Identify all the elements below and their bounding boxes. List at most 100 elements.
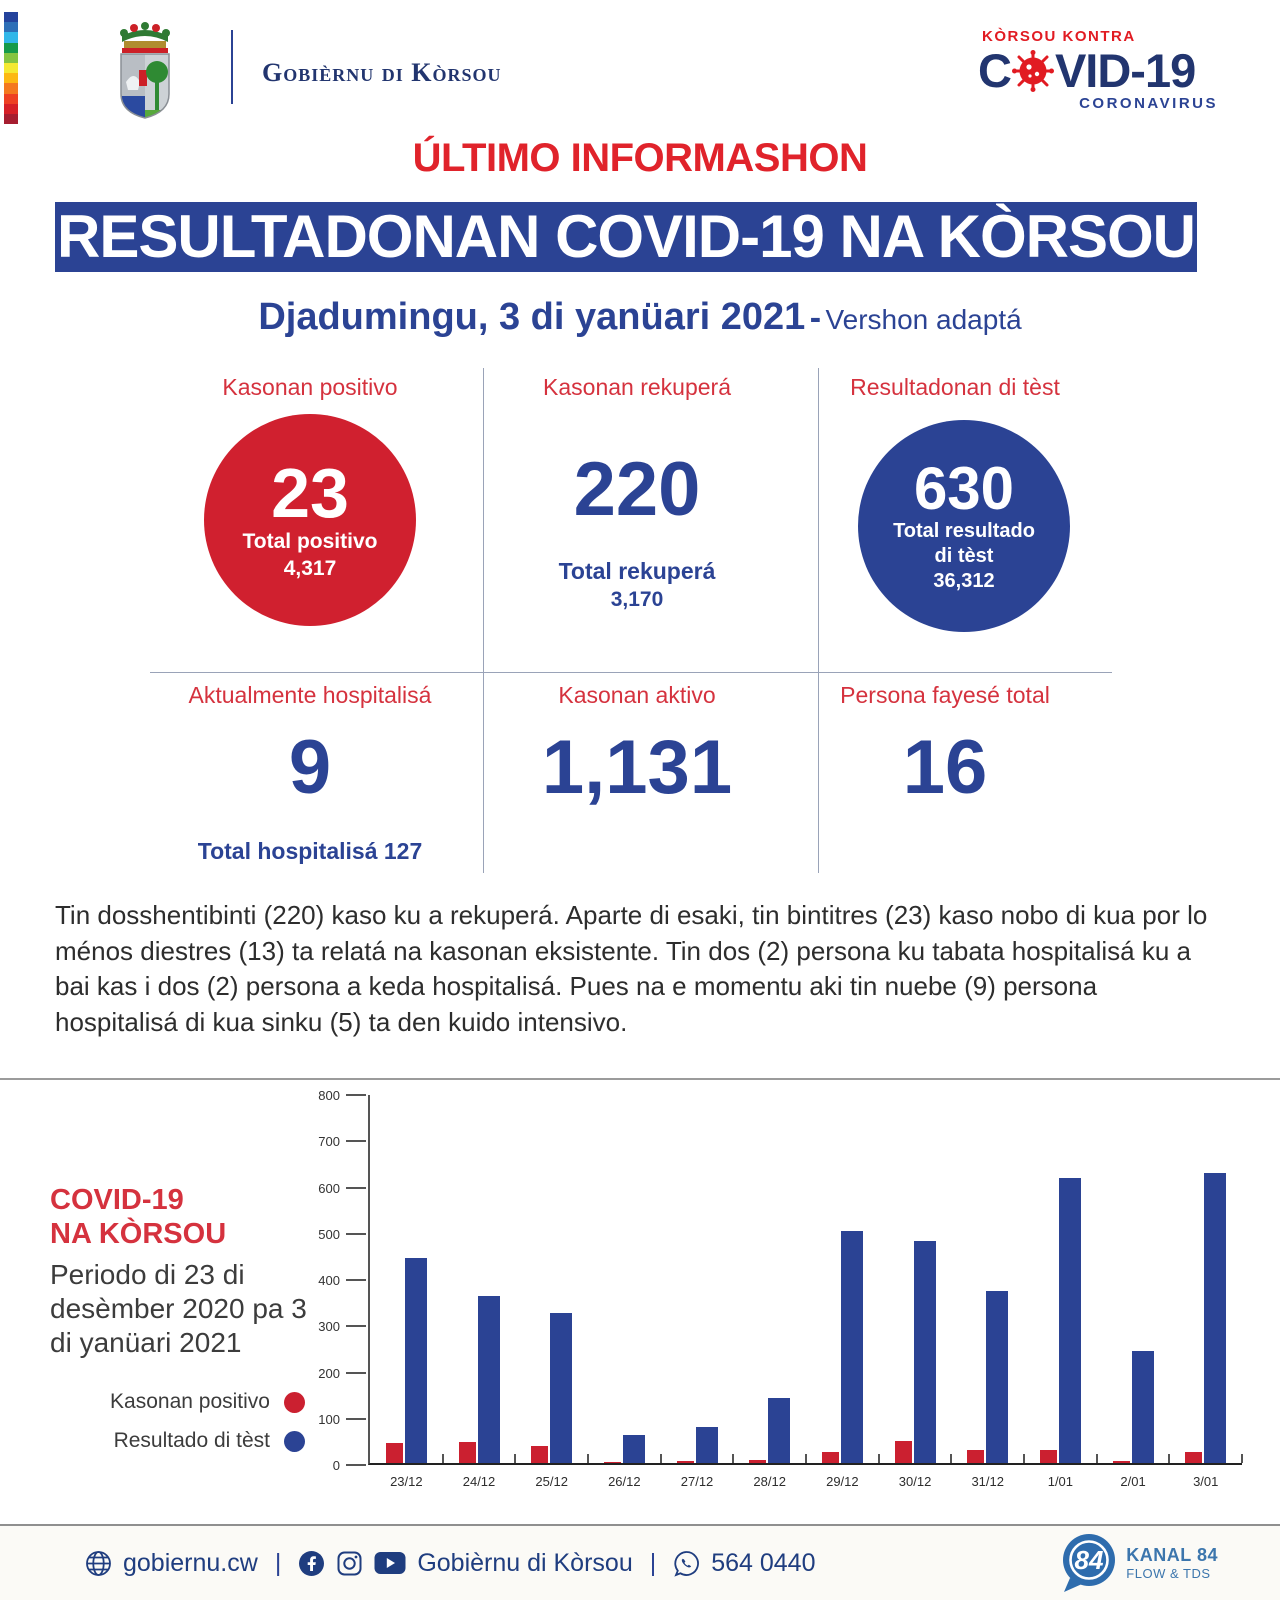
hospitalized-value: 9 bbox=[288, 725, 332, 810]
bar-tests-3/01 bbox=[1204, 1173, 1227, 1463]
x-tick-label: 29/12 bbox=[826, 1474, 859, 1489]
tests-value: 630 bbox=[913, 454, 1015, 522]
website-url: gobiernu.cw bbox=[123, 1548, 258, 1577]
recovered-value: 220 bbox=[573, 447, 701, 532]
y-tick bbox=[346, 1232, 366, 1235]
y-tick-label: 400 bbox=[318, 1273, 340, 1288]
stats-vertical-divider-2 bbox=[818, 368, 819, 873]
x-tick-label: 30/12 bbox=[898, 1474, 932, 1489]
x-tick bbox=[587, 1454, 590, 1463]
y-tick bbox=[346, 1140, 366, 1143]
y-tick-label: 0 bbox=[332, 1458, 340, 1473]
tests-total-value: 36,312 bbox=[933, 570, 995, 593]
legend-label-positive: Kasonan positivo bbox=[110, 1390, 270, 1413]
stats-vertical-divider-1 bbox=[483, 368, 484, 873]
bar-tests-2/01 bbox=[1131, 1351, 1154, 1463]
bar-tests-31/12 bbox=[986, 1290, 1009, 1463]
x-tick bbox=[1095, 1454, 1098, 1463]
x-tick bbox=[514, 1454, 517, 1463]
bar-positive-28/12 bbox=[749, 1459, 767, 1463]
legend-dot-blue-icon bbox=[284, 1430, 305, 1452]
phone-number: 564 0440 bbox=[711, 1548, 816, 1577]
social-account-name: Gobièrnu di Kòrsou bbox=[417, 1548, 633, 1577]
positive-circle: 23 Total positivo 4,317 bbox=[204, 414, 416, 626]
y-tick bbox=[346, 1094, 366, 1096]
x-tick bbox=[659, 1454, 662, 1463]
legend-item-positive: Kasonan positivo bbox=[55, 1390, 305, 1414]
y-tick bbox=[346, 1279, 366, 1281]
legend-dot-red-icon bbox=[284, 1391, 305, 1413]
whatsapp-icon bbox=[673, 1550, 700, 1577]
bar-positive-23/12 bbox=[385, 1443, 403, 1463]
bar-positive-26/12 bbox=[603, 1462, 621, 1463]
bar-tests-28/12 bbox=[768, 1397, 791, 1463]
stats-horizontal-divider bbox=[150, 672, 1112, 673]
bar-positive-30/12 bbox=[894, 1440, 912, 1463]
bar-positive-27/12 bbox=[676, 1461, 694, 1463]
tests-total-label-2: di tèst bbox=[934, 545, 994, 568]
hospitalized-total-label: Total hospitalisá 127 bbox=[197, 838, 423, 864]
y-tick-label: 500 bbox=[318, 1226, 340, 1242]
chart-category-group: 26/12 bbox=[588, 1095, 662, 1489]
chart-category-group: 3/01 bbox=[1169, 1095, 1244, 1489]
bar-tests-27/12 bbox=[695, 1426, 718, 1463]
chart-category-group: 25/12 bbox=[515, 1095, 590, 1489]
x-tick bbox=[1241, 1454, 1244, 1463]
chart-category-group: 24/12 bbox=[443, 1095, 517, 1489]
bar-positive-2/01 bbox=[1112, 1461, 1130, 1463]
logo-tagline: KÒRSOU KONTRA bbox=[982, 28, 1136, 45]
bar-positive-1/01 bbox=[1039, 1450, 1057, 1463]
positive-value: 23 bbox=[271, 454, 349, 533]
chart-category-group: 31/12 bbox=[951, 1095, 1026, 1489]
deaths-label: Persona fayesé total bbox=[840, 682, 1050, 708]
youtube-icon bbox=[374, 1551, 406, 1575]
footer: gobiernu.cw | G bbox=[0, 1524, 1280, 1600]
bar-positive-29/12 bbox=[821, 1451, 839, 1463]
kanal84-tagline: FLOW & TDS bbox=[1126, 1566, 1211, 1581]
kanal84-bubble-icon: 84 bbox=[1060, 1532, 1118, 1594]
logo-letter-c: C bbox=[978, 44, 1012, 97]
bar-tests-1/01 bbox=[1058, 1177, 1081, 1463]
summary-paragraph: Tin dosshentibinti (220) kaso ku a rekup… bbox=[55, 900, 1208, 1037]
section-divider bbox=[0, 1078, 1280, 1080]
logo-coronavirus-label: CORONAVIRUS bbox=[1079, 95, 1218, 112]
bar-positive-31/12 bbox=[967, 1450, 985, 1463]
y-tick bbox=[346, 1325, 366, 1328]
legend-item-tests: Resultado di tèst bbox=[55, 1429, 305, 1453]
chart-subtitle: Periodo di 23 di desèmber 2020 pa 3 di y… bbox=[50, 1259, 307, 1359]
x-tick bbox=[732, 1454, 735, 1463]
bar-tests-23/12 bbox=[404, 1258, 427, 1463]
positive-total-label: Total positivo bbox=[242, 530, 378, 554]
chart-category-group: 2/01 bbox=[1097, 1095, 1171, 1489]
y-tick bbox=[346, 1464, 366, 1466]
x-tick bbox=[441, 1454, 444, 1463]
chart-category-group: 27/12 bbox=[661, 1095, 735, 1489]
x-tick-label: 28/12 bbox=[753, 1474, 786, 1489]
bar-positive-24/12 bbox=[458, 1441, 476, 1463]
x-tick-label: 27/12 bbox=[680, 1474, 714, 1489]
hospitalized-label: Aktualmente hospitalisá bbox=[188, 682, 432, 708]
kanal84-name: KANAL 84 bbox=[1126, 1545, 1218, 1565]
virus-icon bbox=[1011, 49, 1054, 92]
x-tick-label: 23/12 bbox=[390, 1474, 423, 1489]
bar-positive-3/01 bbox=[1185, 1452, 1203, 1463]
positive-label: Kasonan positivo bbox=[222, 374, 398, 400]
x-tick-label: 31/12 bbox=[971, 1474, 1004, 1489]
x-tick bbox=[1168, 1454, 1171, 1463]
x-tick-label: 26/12 bbox=[608, 1474, 641, 1489]
chart-legend: Kasonan positivo Resultado di tèst bbox=[55, 1390, 305, 1468]
y-tick bbox=[346, 1186, 366, 1189]
recovered-total-value: 3,170 bbox=[610, 588, 664, 611]
kanal84-number: 84 bbox=[1075, 1545, 1104, 1575]
x-tick bbox=[877, 1454, 880, 1463]
logo-vid19: VID-19 bbox=[1054, 44, 1196, 97]
x-tick bbox=[805, 1454, 808, 1463]
tests-label: Resultadonan di tèst bbox=[850, 374, 1060, 400]
x-tick bbox=[1023, 1454, 1026, 1463]
header-divider bbox=[231, 30, 233, 104]
x-tick-label: 3/01 bbox=[1193, 1474, 1219, 1489]
chart-category-group: 1/01 bbox=[1024, 1095, 1098, 1489]
bar-tests-29/12 bbox=[840, 1230, 863, 1463]
y-tick-label: 200 bbox=[318, 1365, 340, 1381]
